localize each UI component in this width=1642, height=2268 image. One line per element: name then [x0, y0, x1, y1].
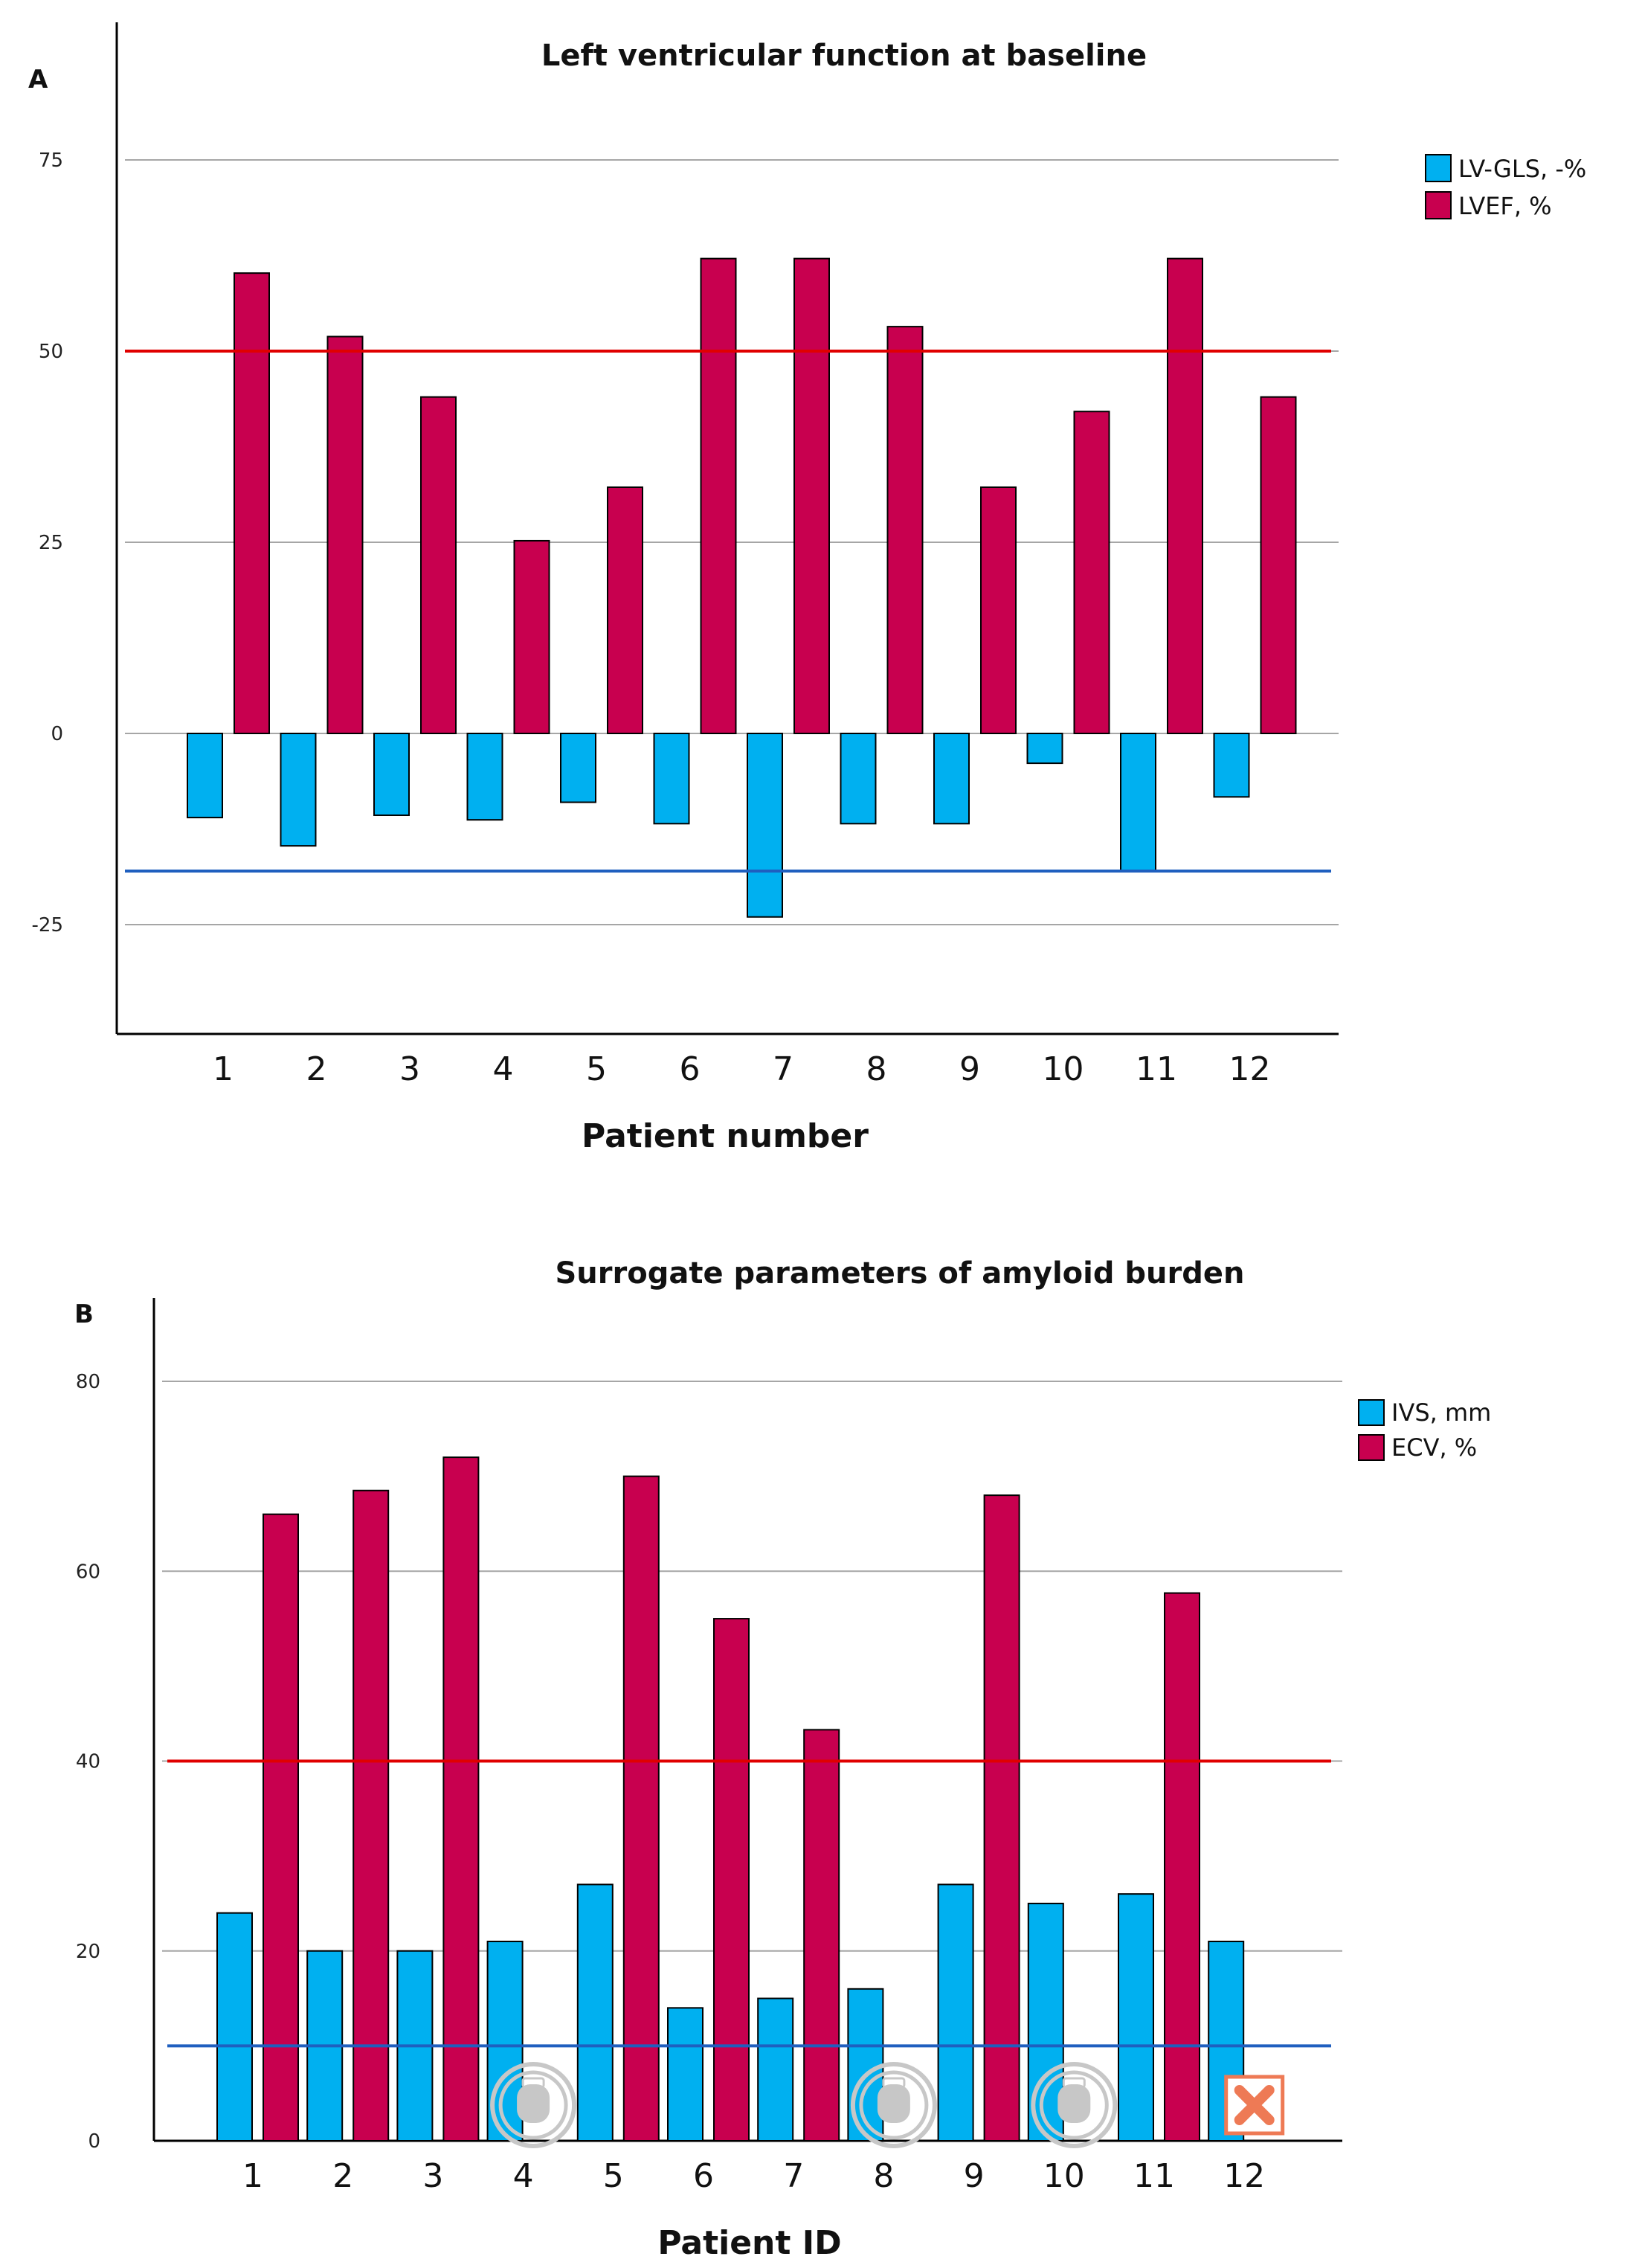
x-tick-label: 6 [680, 1050, 701, 1088]
bar-secondary-9 [980, 486, 1017, 734]
bar-secondary-12 [1260, 396, 1297, 734]
bar-primary-8 [840, 733, 877, 825]
pacemaker-icon [490, 2062, 577, 2148]
bar-secondary-2 [326, 335, 364, 734]
bar-secondary-4 [513, 539, 550, 734]
x-tick-label: 10 [1043, 2157, 1085, 2195]
x-axis-label: Patient number [582, 1117, 869, 1155]
bar-primary-3 [373, 733, 410, 816]
bar-primary-10 [1027, 1902, 1064, 2142]
bar-primary-1 [187, 733, 223, 819]
x-tick-label: 12 [1229, 1050, 1271, 1088]
legend: IVS, mm ECV, % [1358, 1398, 1491, 1462]
legend-label: LVEF, % [1458, 192, 1552, 220]
bar-primary-1 [216, 1912, 253, 2142]
bar-secondary-1 [263, 1513, 299, 2142]
x-tick-label: 5 [586, 1050, 607, 1088]
x-tick-label: 7 [773, 1050, 793, 1088]
bar-primary-5 [576, 1883, 614, 2142]
x-tick-label: 4 [513, 2157, 534, 2195]
bar-primary-6 [667, 2007, 704, 2142]
bar-secondary-5 [622, 1475, 660, 2142]
pacemaker-icon [850, 2062, 937, 2148]
x-tick-label: 9 [964, 2157, 985, 2195]
bar-primary-4 [466, 733, 503, 821]
y-tick-label: 50 [39, 341, 63, 363]
chart-title: Left ventricular function at baseline [541, 39, 1147, 73]
x-tick-label: 9 [959, 1050, 980, 1088]
bar-secondary-6 [713, 1618, 750, 2142]
bar-primary-2 [280, 733, 317, 847]
y-tick-label: 40 [76, 1751, 100, 1773]
x-tick-label: 1 [242, 2157, 263, 2195]
bar-primary-5 [560, 733, 596, 803]
legend-swatch-secondary [1425, 191, 1452, 219]
x-tick-label: 8 [866, 1050, 887, 1088]
legend-swatch-primary [1425, 154, 1452, 182]
bar-secondary-2 [352, 1489, 390, 2142]
legend-label: ECV, % [1391, 1433, 1477, 1462]
chart-title: Surrogate parameters of amyloid burden [556, 1256, 1245, 1291]
x-tick-label: 4 [493, 1050, 514, 1088]
bar-primary-11 [1120, 733, 1156, 873]
panel-letter: B [74, 1300, 94, 1329]
bar-primary-7 [757, 1997, 794, 2142]
y-tick-label: -25 [32, 914, 63, 937]
bar-primary-10 [1026, 733, 1063, 765]
x-tick-label: 7 [783, 2157, 804, 2195]
bar-primary-7 [747, 733, 783, 918]
panel-letter: A [28, 65, 48, 94]
legend-label: LV-GLS, -% [1458, 155, 1586, 183]
y-tick-label: 20 [76, 1941, 100, 1963]
x-tick-label: 8 [873, 2157, 894, 2195]
bar-secondary-1 [234, 272, 270, 735]
bar-primary-9 [933, 733, 970, 825]
bar-secondary-6 [700, 257, 737, 734]
y-tick-label: 0 [51, 723, 63, 745]
legend-swatch-primary [1358, 1399, 1385, 1426]
legend: LV-GLS, -% LVEF, % [1425, 154, 1586, 220]
y-tick-label: 0 [88, 2130, 100, 2153]
bar-secondary-3 [442, 1456, 480, 2142]
bar-primary-11 [1118, 1893, 1154, 2142]
x-tick-label: 3 [399, 1050, 420, 1088]
x-tick-label: 11 [1136, 1050, 1177, 1088]
bar-secondary-10 [1073, 411, 1110, 734]
bar-secondary-7 [793, 257, 830, 734]
x-axis-label: Patient ID [657, 2224, 841, 2262]
bar-secondary-3 [420, 396, 457, 734]
bar-primary-6 [653, 733, 690, 825]
x-tick-label: 3 [422, 2157, 443, 2195]
bar-secondary-11 [1164, 1592, 1200, 2142]
x-tick-label: 2 [332, 2157, 353, 2195]
legend-swatch-secondary [1358, 1434, 1385, 1461]
bar-secondary-11 [1167, 257, 1203, 734]
bar-secondary-5 [607, 486, 643, 734]
bar-secondary-9 [983, 1494, 1020, 2142]
x-tick-label: 5 [603, 2157, 624, 2195]
excluded-x-icon [1224, 2075, 1285, 2136]
y-tick-label: 25 [39, 532, 63, 554]
x-tick-label: 2 [306, 1050, 327, 1088]
x-tick-label: 10 [1043, 1050, 1084, 1088]
bar-primary-9 [937, 1883, 974, 2142]
legend-label: IVS, mm [1391, 1398, 1491, 1427]
x-tick-label: 12 [1223, 2157, 1265, 2195]
bar-secondary-8 [886, 326, 924, 734]
pacemaker-icon [1031, 2062, 1118, 2148]
y-tick-label: 60 [76, 1561, 100, 1583]
y-tick-label: 75 [39, 150, 63, 172]
x-tick-label: 11 [1133, 2157, 1175, 2195]
y-tick-label: 80 [76, 1371, 100, 1393]
x-tick-label: 6 [693, 2157, 714, 2195]
x-tick-label: 1 [213, 1050, 234, 1088]
bar-primary-12 [1213, 733, 1250, 798]
bar-secondary-7 [803, 1729, 840, 2142]
